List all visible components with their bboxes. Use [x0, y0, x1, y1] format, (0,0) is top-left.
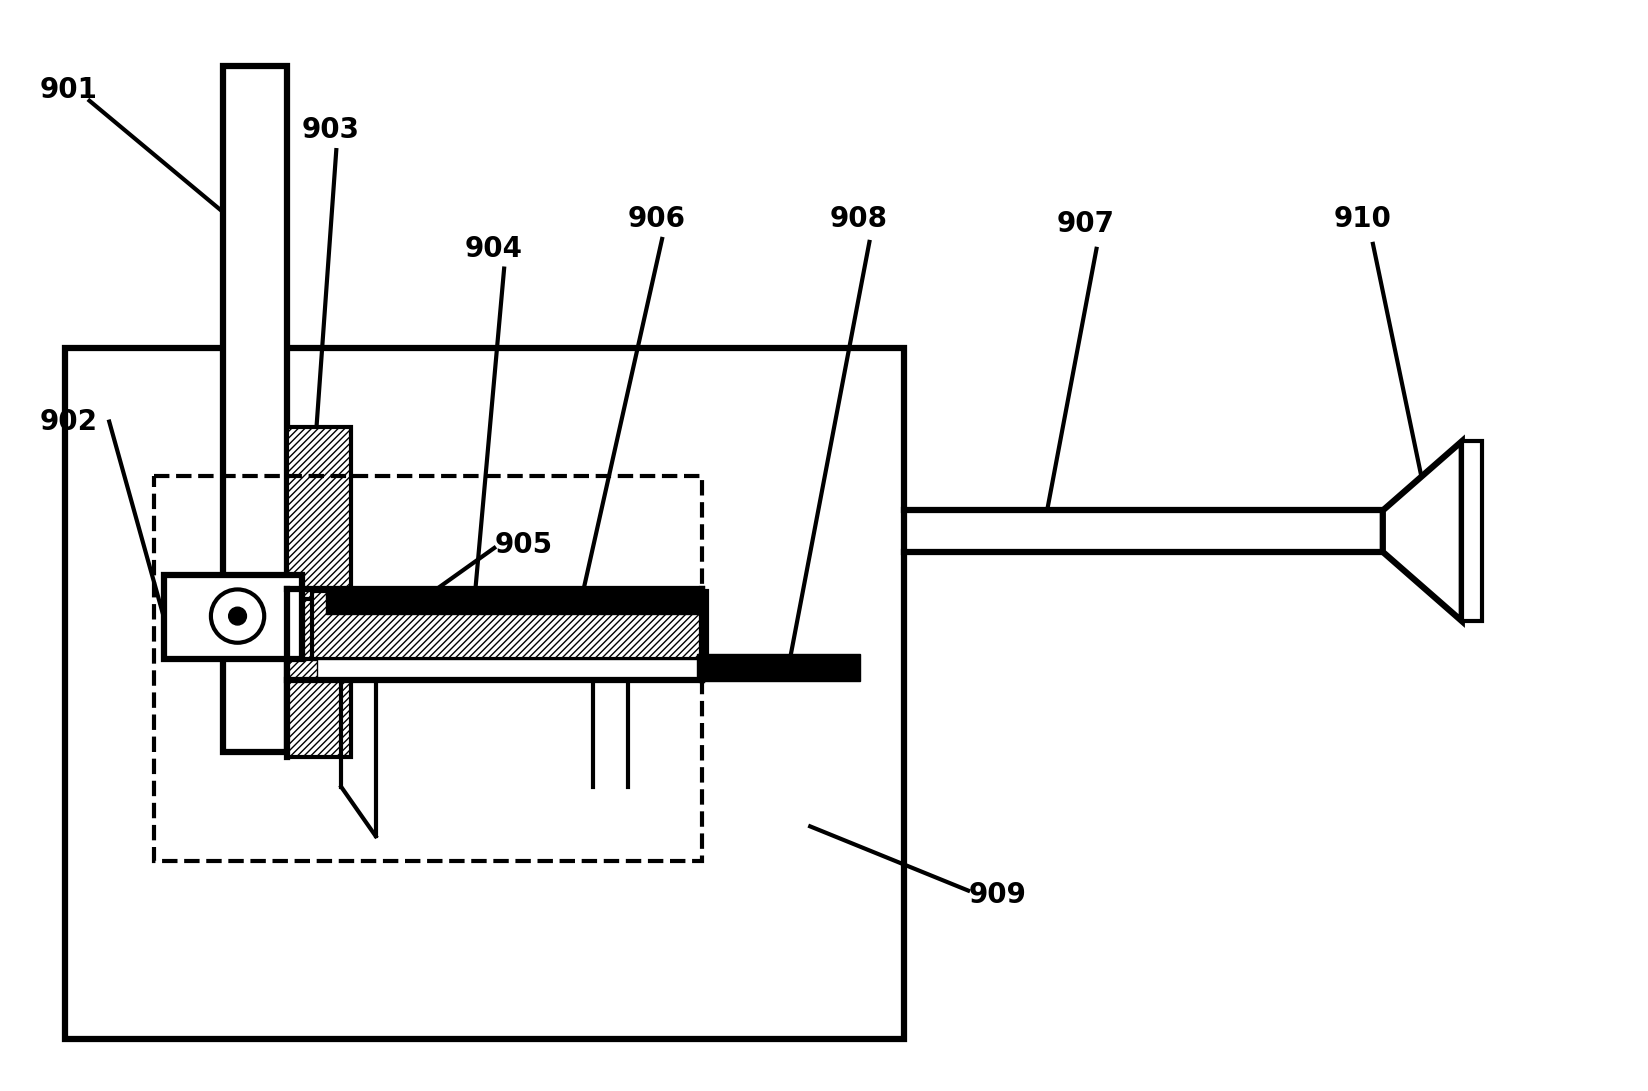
- Bar: [153, 476, 702, 861]
- Text: 907: 907: [1056, 211, 1116, 238]
- Bar: [697, 654, 860, 681]
- Bar: [326, 589, 702, 614]
- Bar: [287, 427, 351, 757]
- Bar: [311, 591, 707, 659]
- Text: 905: 905: [494, 531, 552, 559]
- Bar: [163, 575, 302, 659]
- Text: 908: 908: [831, 205, 888, 233]
- Text: 903: 903: [302, 117, 359, 144]
- Bar: [316, 659, 702, 681]
- Circle shape: [229, 608, 247, 625]
- Bar: [64, 348, 905, 1039]
- Text: 910: 910: [1333, 205, 1391, 233]
- Bar: [1462, 442, 1482, 621]
- Text: 906: 906: [628, 205, 686, 233]
- Text: 902: 902: [40, 408, 99, 435]
- Text: 904: 904: [465, 235, 522, 263]
- Polygon shape: [1383, 442, 1462, 621]
- Text: 909: 909: [967, 882, 1027, 910]
- Text: 901: 901: [40, 76, 97, 104]
- Bar: [222, 67, 287, 753]
- Bar: [287, 599, 593, 659]
